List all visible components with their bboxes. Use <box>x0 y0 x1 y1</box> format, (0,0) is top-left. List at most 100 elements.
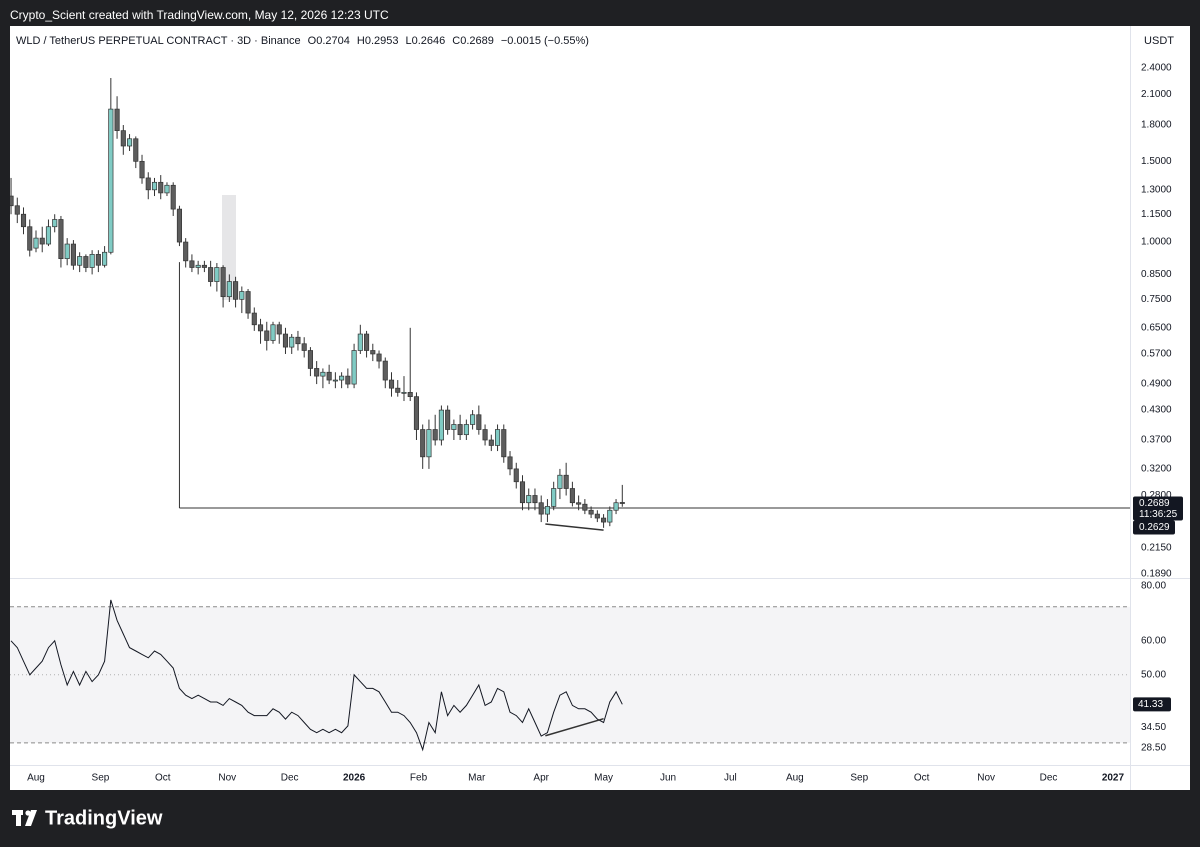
x-tick-label: Oct <box>914 773 930 784</box>
rsi-tick-label: 60.00 <box>1141 635 1166 646</box>
candle-body <box>413 396 420 430</box>
candle-body <box>176 208 182 243</box>
x-tick-label: Sep <box>92 773 110 784</box>
x-tick-label: Jun <box>660 773 676 784</box>
candle-body <box>27 226 33 251</box>
candle-body <box>201 264 207 268</box>
candle-body <box>470 414 476 425</box>
x-tick-label: 2026 <box>343 773 366 784</box>
candle-body <box>594 513 600 519</box>
candle-body <box>451 424 457 430</box>
candle-body <box>295 336 301 345</box>
y-tick-label: 1.1500 <box>1141 209 1172 220</box>
x-tick-label: May <box>594 773 613 784</box>
candle-body <box>326 371 332 381</box>
x-tick-label: Mar <box>468 773 486 784</box>
x-tick-label: Dec <box>1040 773 1058 784</box>
y-tick-label: 0.4900 <box>1141 379 1172 390</box>
candle-body <box>551 488 557 507</box>
ohlc-label: L <box>405 35 412 47</box>
price-change: −0.0015 (−0.55%) <box>500 35 589 47</box>
candle-body <box>507 456 513 470</box>
rsi-divergence <box>545 717 604 737</box>
candle-body <box>20 213 27 228</box>
candle-body <box>151 181 158 191</box>
currency: USDT <box>1144 35 1174 47</box>
rsi-pane <box>10 599 1130 752</box>
candle-body <box>95 254 101 266</box>
ohlc-label: C <box>452 35 461 47</box>
rsi-line <box>10 599 623 752</box>
rsi-tick-label: 50.00 <box>1141 669 1166 680</box>
y-tick-label: 0.8500 <box>1141 269 1172 280</box>
symbol-title: WLD / TetherUS PERPETUAL CONTRACT · 3D ·… <box>16 35 301 47</box>
x-tick-label: Jul <box>724 773 737 784</box>
candle-body <box>438 409 444 441</box>
candle-body <box>208 267 214 282</box>
candle-body <box>445 409 451 430</box>
y-tick-label: 2.4000 <box>1141 62 1172 73</box>
candle-body <box>526 495 532 504</box>
y-tick-label: 1.0000 <box>1141 237 1172 248</box>
candle-body <box>108 108 114 253</box>
candle-body <box>52 219 58 228</box>
last-price: 0.2689 <box>1139 498 1170 509</box>
candle-body <box>77 256 83 266</box>
candle-body <box>364 333 370 351</box>
candle-body <box>345 375 351 385</box>
x-tick-label: Sep <box>850 773 868 784</box>
candle-body <box>601 517 607 523</box>
candle-body <box>220 267 226 298</box>
candle-body <box>239 291 245 300</box>
candle-body <box>339 375 345 381</box>
candle-body <box>501 429 507 458</box>
candle-body <box>251 312 257 326</box>
logo-shape <box>25 810 31 816</box>
y-tick-label: 0.3200 <box>1141 464 1172 475</box>
x-tick-label: Aug <box>27 773 45 784</box>
y-tick-label: 0.2150 <box>1141 543 1172 554</box>
candle-body <box>426 429 432 458</box>
logo: TradingView <box>12 807 163 829</box>
x-tick-label: Feb <box>410 773 428 784</box>
candle-body <box>420 429 426 458</box>
rsi-value-label: 41.33 <box>1138 699 1163 710</box>
candle-body <box>538 502 544 515</box>
y-tick-label: 0.1890 <box>1141 568 1172 579</box>
y-tick-label: 0.2800 <box>1141 490 1172 501</box>
x-tick-label: Oct <box>155 773 171 784</box>
rsi-tick-label: 34.50 <box>1141 722 1166 733</box>
candle-body <box>376 353 382 362</box>
candle-body <box>164 184 170 194</box>
y-tick-label: 1.8000 <box>1141 120 1172 131</box>
candle-body <box>332 379 338 382</box>
candle-body <box>395 387 401 393</box>
y-tick-label: 2.1000 <box>1141 89 1172 100</box>
level-box <box>1133 520 1175 535</box>
candle-body <box>10 195 14 207</box>
symbol-header: WLD / TetherUS PERPETUAL CONTRACT · 3D ·… <box>16 35 589 47</box>
candle-body <box>494 429 501 446</box>
candle-body <box>407 392 413 398</box>
candle-body <box>226 281 232 298</box>
candle-body <box>270 324 276 341</box>
candle-body <box>120 130 126 147</box>
candle-body <box>569 488 575 504</box>
attribution: Crypto_Scient created with TradingView.c… <box>10 8 389 22</box>
x-tick-label: Apr <box>533 773 549 784</box>
candle-body <box>432 429 438 441</box>
logo-shape <box>16 810 21 826</box>
candle-body <box>89 254 95 268</box>
candle-body <box>582 503 588 511</box>
candle-body <box>257 324 264 332</box>
candle-body <box>58 219 64 260</box>
ohlc-value: 0.2704 <box>316 35 350 47</box>
candle-body <box>357 333 363 351</box>
x-tick-label: Nov <box>218 773 236 784</box>
x-tick-label: 2027 <box>1102 773 1125 784</box>
candle-body <box>126 138 133 147</box>
candle-body <box>370 350 376 355</box>
candle-body <box>351 350 357 385</box>
candle-body <box>170 184 176 210</box>
level-label: 0.2629 <box>1139 522 1170 533</box>
